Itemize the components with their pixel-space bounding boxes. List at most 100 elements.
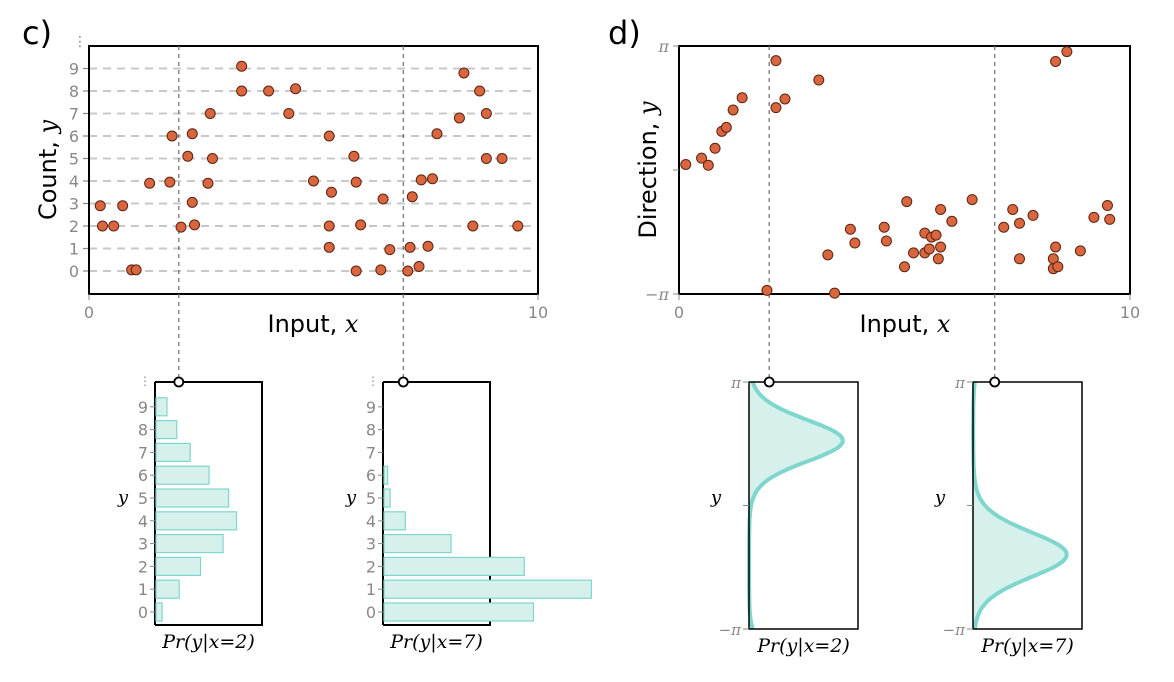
data-point [849, 237, 861, 249]
hist-bar [383, 511, 406, 531]
hist-bar [155, 602, 163, 622]
count-conditional-x7: ⋮ 0 1 2 3 4 5 6 7 8 9 y Pr(y|x=7) [345, 374, 592, 653]
data-point [908, 247, 920, 259]
hist-y-tick-label: 2 [366, 557, 376, 576]
y-tick-label: 8 [69, 82, 79, 101]
data-point [283, 108, 295, 119]
count-scatter-plot: 0 1 2 3 4 5 6 7 8 9 ⋮ 0 10 Input, x Count, y [34, 34, 548, 382]
data-point [1104, 213, 1116, 225]
data-point [1014, 253, 1026, 265]
hist-y-tick-label: 4 [366, 512, 376, 531]
hist-y-tick-label: 6 [138, 466, 148, 485]
conditioning-marker [173, 376, 185, 388]
data-point [204, 108, 216, 119]
x-tick-label: 10 [528, 303, 548, 322]
direction-scatter-plot: π −π 0 10 Input, x Direction, y [634, 37, 1140, 382]
plot-frame [678, 45, 1131, 295]
data-point [813, 74, 825, 86]
data-point [350, 265, 362, 277]
data-point [1088, 211, 1100, 223]
data-point [166, 130, 178, 142]
data-point [144, 177, 156, 189]
data-point [384, 244, 396, 256]
data-point [415, 174, 427, 186]
data-point [880, 235, 892, 247]
hist-y-tick-label: 8 [366, 421, 376, 440]
data-point [348, 150, 360, 162]
hist-y-tick-label: 5 [138, 489, 148, 508]
x-tick-label: 0 [674, 303, 684, 322]
panel-label-c: c) [22, 14, 52, 52]
hist-bar [383, 579, 592, 599]
y-tick-label: 0 [69, 262, 79, 281]
density-y-tick-label: π [730, 374, 742, 392]
data-point [325, 186, 337, 198]
hist-bar [155, 556, 202, 577]
data-point [709, 142, 721, 154]
density-title: Pr(y|x=2) [756, 635, 850, 657]
data-point [236, 60, 248, 72]
panel-label-d: d) [608, 14, 641, 52]
data-point [323, 130, 335, 142]
hist-bar [155, 465, 210, 485]
data-point [323, 220, 335, 232]
hist-y-label: y [117, 487, 129, 508]
x-tick-label: 0 [84, 303, 94, 322]
data-point [829, 287, 841, 299]
data-point [164, 176, 176, 188]
hist-y-tick-label: 3 [366, 535, 376, 554]
data-point [117, 200, 129, 212]
hist-y-tick-label: 1 [138, 580, 148, 599]
y-axis-continuation: ⋮ [73, 34, 87, 50]
hist-title: Pr(y|x=7) [389, 631, 483, 653]
data-point [94, 200, 106, 212]
data-point [680, 158, 692, 170]
data-point [308, 175, 319, 187]
data-point [96, 220, 108, 232]
data-point [770, 102, 782, 114]
density-y-tick-label: −π [719, 621, 743, 639]
hist-bar [155, 579, 180, 599]
hist-y-tick-label: 7 [366, 443, 376, 462]
y-tick-label: 6 [69, 127, 79, 146]
plot-frame [88, 45, 539, 295]
data-point [770, 55, 782, 67]
y-tick-label: 1 [69, 240, 79, 259]
data-point [720, 121, 732, 133]
density-title: Pr(y|x=7) [980, 635, 1074, 657]
data-point [512, 220, 524, 232]
y-tick-label: 9 [69, 60, 79, 79]
hist-frame [383, 381, 491, 626]
hist-bar [383, 556, 525, 577]
hist-bar [155, 511, 238, 531]
data-point [422, 240, 434, 252]
data-point [696, 152, 708, 164]
data-point [458, 67, 470, 79]
data-point [189, 219, 201, 231]
x-axis-label: Input, x [268, 310, 359, 338]
hist-y-tick-label: 9 [138, 398, 148, 417]
hist-y-continuation: ⋮ [367, 374, 379, 388]
y-tick-label-pi: π [657, 37, 669, 56]
density-y-tick-label: −π [943, 621, 967, 639]
y-axis-label: Direction, y [634, 101, 662, 239]
hist-y-tick-label: 7 [138, 443, 148, 462]
data-point [930, 229, 942, 241]
data-point [130, 264, 142, 276]
data-point [467, 220, 479, 232]
x-tick-label: 10 [1120, 303, 1140, 322]
data-point [878, 221, 890, 233]
direction-conditional-x2: π −π y Pr(y|x=2) [710, 374, 859, 657]
data-point [844, 223, 856, 235]
data-point [350, 176, 362, 188]
data-point [761, 284, 773, 296]
data-point [496, 153, 508, 164]
data-point [1027, 209, 1039, 221]
data-point [377, 193, 389, 205]
density-fill [973, 382, 1067, 629]
hist-frame [155, 381, 263, 626]
data-point [186, 196, 198, 208]
conditioning-marker [763, 376, 775, 388]
data-point [186, 128, 198, 140]
